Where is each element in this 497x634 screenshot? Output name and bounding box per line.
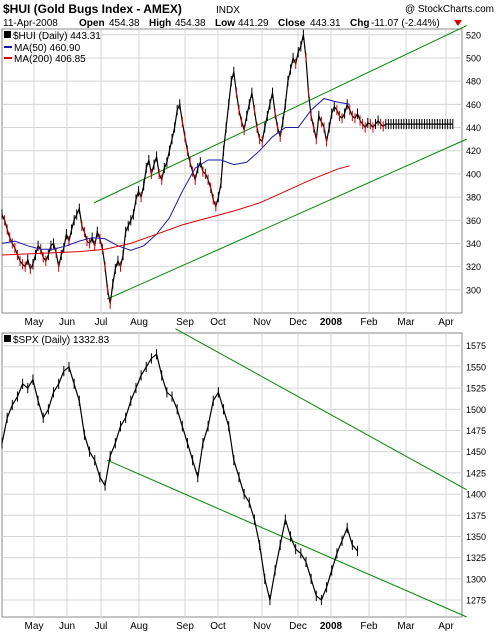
y-tick-label: 400	[466, 169, 481, 179]
y-tick-label: 520	[466, 30, 481, 40]
ma200-legend-label: MA(200) 406.85	[14, 54, 86, 65]
x-tick-label: Aug	[130, 317, 148, 328]
chg-label: Chg	[350, 18, 369, 29]
spx-legend: $SPX (Daily) 1332.83	[4, 335, 110, 346]
x-tick-label: Mar	[397, 621, 415, 632]
hui-channel-lines	[93, 25, 467, 300]
x-tick-label: Jul	[95, 621, 108, 632]
y-tick-label: 1450	[466, 447, 486, 457]
y-tick-label: 300	[466, 285, 481, 295]
close-label: Close	[278, 18, 306, 29]
spx-price-line	[1, 353, 358, 601]
channel-line	[106, 459, 467, 618]
y-tick-label: 1475	[466, 426, 486, 436]
open-label: Open	[79, 18, 105, 29]
down-arrow-icon	[454, 20, 462, 26]
copyright-label: @ StockCharts.com	[405, 4, 494, 15]
x-tick-label: Sep	[176, 621, 194, 632]
y-tick-label: 1325	[466, 553, 486, 563]
close-value: 443.31	[310, 18, 341, 29]
channel-line	[93, 25, 467, 204]
x-tick-label: 2008	[320, 621, 343, 632]
y-tick-label: 1275	[466, 596, 486, 606]
x-tick-label: Feb	[360, 621, 378, 632]
x-tick-label: Oct	[210, 621, 226, 632]
y-tick-label: 500	[466, 53, 481, 63]
channel-line	[106, 138, 467, 300]
x-tick-label: Dec	[289, 317, 307, 328]
y-tick-label: 1400	[466, 490, 486, 500]
chart-header: $HUI (Gold Bugs Index - AMEX) INDX @ Sto…	[3, 2, 494, 29]
x-tick-label: Jul	[95, 317, 108, 328]
y-tick-label: 480	[466, 77, 481, 87]
y-tick-label: 1525	[466, 384, 486, 394]
y-tick-label: 1550	[466, 362, 486, 372]
hui-legend-main: $HUI (Daily) 443.31	[13, 31, 101, 42]
chg-value: -11.07 (-2.44%)	[371, 18, 440, 29]
y-tick-label: 380	[466, 193, 481, 203]
spx-series	[1, 349, 358, 606]
x-tick-label: Dec	[289, 621, 307, 632]
y-tick-label: 1375	[466, 511, 486, 521]
y-tick-label: 1575	[466, 341, 486, 351]
spx-legend-badge-icon	[4, 335, 11, 342]
hui-legend-badge-icon	[4, 31, 11, 38]
quote-date: 11-Apr-2008	[3, 18, 58, 29]
hui-grid	[2, 29, 462, 313]
channel-line	[175, 328, 467, 491]
chart-title: $HUI (Gold Bugs Index - AMEX)	[3, 2, 182, 16]
spx-panel-frame	[1, 332, 463, 618]
x-tick-label: Aug	[130, 621, 148, 632]
hui-panel-frame	[1, 28, 463, 314]
hui-x-axis: May Jun Jul Aug Sep Oct Nov Dec 2008 Feb Mar Apr	[25, 317, 455, 328]
x-tick-label: 2008	[320, 317, 343, 328]
x-tick-label: Apr	[438, 317, 454, 328]
exchange-label: INDX	[216, 5, 240, 16]
x-tick-label: May	[25, 621, 44, 632]
y-tick-label: 1425	[466, 468, 486, 478]
x-tick-label: Apr	[438, 621, 454, 632]
ma50-line	[1, 98, 350, 251]
high-label: High	[149, 18, 171, 29]
x-tick-label: May	[25, 317, 44, 328]
x-tick-label: Jun	[59, 317, 75, 328]
spx-grid	[2, 333, 462, 617]
open-value: 454.38	[109, 18, 140, 29]
spx-channel-lines	[106, 328, 467, 618]
y-tick-label: 440	[466, 123, 481, 133]
y-tick-label: 340	[466, 239, 481, 249]
y-tick-label: 360	[466, 216, 481, 226]
y-tick-label: 1300	[466, 574, 486, 584]
y-tick-label: 460	[466, 100, 481, 110]
x-tick-label: Sep	[176, 317, 194, 328]
hui-legend: $HUI (Daily) 443.31 MA(50) 460.90 MA(200…	[4, 31, 101, 65]
x-tick-label: Oct	[210, 317, 226, 328]
ma50-legend-label: MA(50) 460.90	[14, 43, 81, 54]
y-tick-label: 320	[466, 262, 481, 272]
high-value: 454.38	[175, 18, 206, 29]
spx-legend-main: $SPX (Daily) 1332.83	[13, 335, 110, 346]
x-tick-label: Mar	[397, 317, 415, 328]
spx-x-axis: May Jun Jul Aug Sep Oct Nov Dec 2008 Feb Mar Apr	[25, 621, 455, 632]
x-tick-label: Feb	[360, 317, 378, 328]
spx-y-axis: 1275 1300 1325 1350 1375 1400 1425 1450 1475 1500…	[466, 341, 486, 605]
x-tick-label: Nov	[253, 317, 271, 328]
y-tick-label: 1500	[466, 405, 486, 415]
low-label: Low	[215, 18, 235, 29]
hui-series	[1, 29, 454, 309]
low-value: 441.29	[238, 18, 269, 29]
ma200-line	[1, 165, 350, 256]
y-tick-label: 420	[466, 146, 481, 156]
y-tick-label: 1350	[466, 532, 486, 542]
hui-y-axis: 300 320 340 360 380 400 420 440 460 480 500 520	[466, 30, 481, 295]
x-tick-label: Nov	[253, 621, 271, 632]
x-tick-label: Jun	[59, 621, 75, 632]
